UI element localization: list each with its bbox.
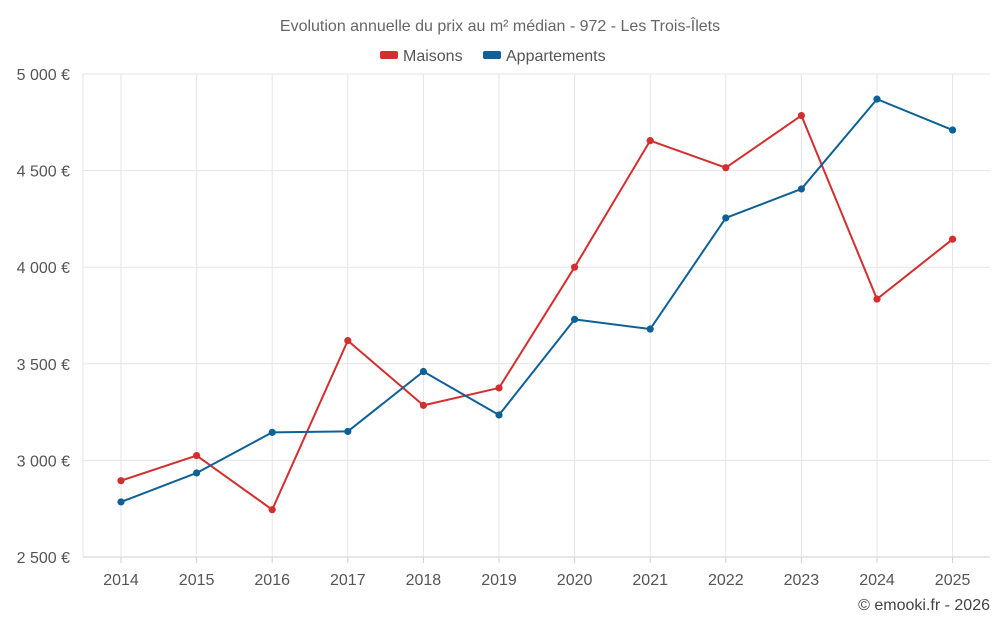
x-tick-label: 2019 [481,572,517,589]
data-point-appartements[interactable] [268,428,276,436]
data-point-maisons[interactable] [117,477,125,485]
chart-title: Evolution annuelle du prix au m² médian … [280,16,720,35]
series-line-appartements [120,98,953,503]
data-point-maisons[interactable] [797,111,806,120]
y-tick-label: 3 000 € [17,453,70,470]
data-point-appartements[interactable] [873,95,881,103]
data-point-appartements[interactable] [797,185,806,193]
data-point-appartements[interactable] [193,469,201,477]
series-appartements [117,95,957,506]
data-point-maisons[interactable] [571,263,579,271]
x-axis: 2014 2015 2016 2017 2018 2019 2020 2021 2022 2023… [103,557,970,589]
series-layer [117,95,957,514]
data-point-maisons[interactable] [722,164,730,172]
legend-item-maisons[interactable]: Maisons [380,48,463,65]
data-point-maisons[interactable] [193,451,201,460]
x-tick-label: 2018 [406,572,442,589]
legend-label: Appartements [506,48,606,65]
x-tick-label: 2014 [103,572,139,589]
data-point-appartements[interactable] [419,367,427,376]
y-tick-label: 4 500 € [17,164,70,181]
chart-legend: Maisons Appartements [380,48,606,65]
data-point-appartements[interactable] [646,325,654,333]
y-tick-label: 3 500 € [17,357,70,374]
legend-label: Maisons [403,48,463,65]
series-maisons [117,111,957,514]
legend-swatch [380,51,398,59]
x-tick-label: 2016 [254,572,290,589]
x-tick-label: 2025 [935,572,971,589]
x-tick-label: 2023 [784,572,820,589]
grid-lines [82,73,990,558]
series-line-maisons [120,114,954,511]
y-tick-label: 4 000 € [17,260,70,277]
y-tick-label: 5 000 € [17,67,70,84]
data-point-maisons[interactable] [268,506,276,514]
data-point-appartements[interactable] [495,411,503,419]
data-point-appartements[interactable] [117,498,125,506]
y-axis: 2 500 € 3 000 € 3 500 € 4 000 € 4 500 € 5 000… [17,67,70,567]
data-point-appartements[interactable] [949,126,957,134]
data-point-maisons[interactable] [949,235,957,243]
x-tick-label: 2022 [708,572,744,589]
data-point-maisons[interactable] [873,295,881,303]
data-point-maisons[interactable] [344,337,352,345]
legend-item-appartements[interactable]: Appartements [483,48,606,65]
x-tick-label: 2020 [557,572,593,589]
data-point-maisons[interactable] [646,137,654,145]
legend-swatch [483,51,501,59]
data-point-appartements[interactable] [722,214,730,222]
x-tick-label: 2021 [632,572,668,589]
data-point-maisons[interactable] [419,401,427,409]
data-point-appartements[interactable] [344,427,352,436]
x-tick-label: 2017 [330,572,366,589]
data-point-appartements[interactable] [571,315,579,323]
data-point-maisons[interactable] [495,384,503,392]
x-tick-label: 2024 [859,572,895,589]
footer-credit: © emooki.fr - 2026 [858,597,990,614]
y-tick-label: 2 500 € [17,550,70,567]
x-tick-label: 2015 [179,572,215,589]
